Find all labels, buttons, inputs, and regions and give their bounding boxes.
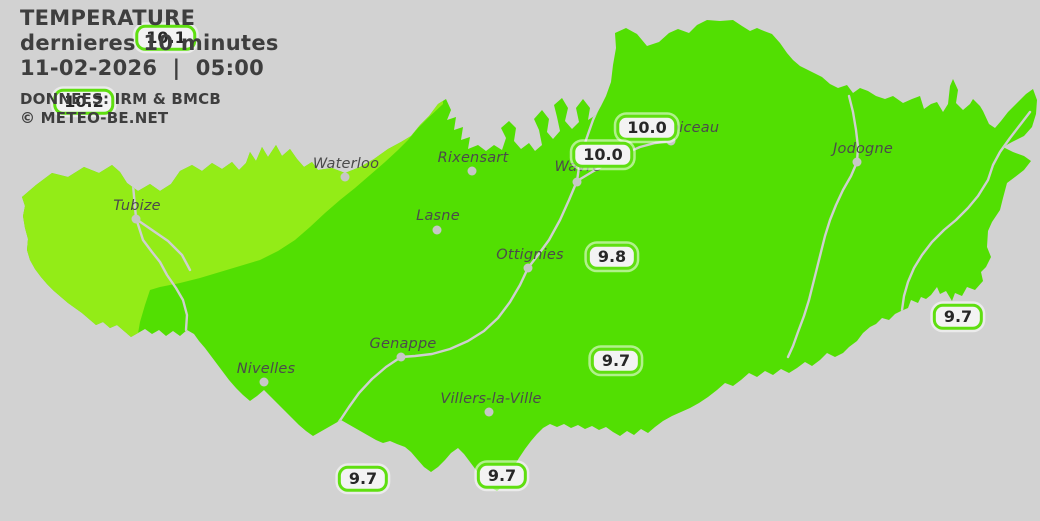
data-source-label: DONNEES: IRM & BMCB	[20, 90, 222, 108]
city-label: Villers-la-Ville	[440, 391, 542, 407]
road-jodogne	[786, 94, 860, 359]
city-marker-dot	[484, 407, 494, 417]
temperature-badge: 10.0	[572, 141, 634, 169]
temperature-badge: 10.0	[616, 114, 678, 142]
city-label: Jodogne	[833, 141, 893, 157]
copyright-label: © METEO-BE.NET	[20, 109, 169, 127]
temperature-badge: 10.1	[135, 24, 197, 52]
datetime-label: 11-02-2026 | 05:00	[20, 56, 265, 80]
city-label: Rixensart	[437, 150, 509, 166]
temperature-badge: 9.7	[337, 465, 389, 493]
city-label: Nivelles	[236, 361, 296, 377]
temperature-badge: 10.2	[53, 88, 115, 116]
page-subtitle: dernieres 10 minutes	[20, 31, 279, 55]
city-label: Ottignies	[496, 247, 564, 263]
city-marker-dot	[852, 157, 862, 167]
city-marker-dot	[340, 172, 350, 182]
city-label: Genappe	[369, 336, 437, 352]
city-marker-dot	[432, 225, 442, 235]
road-tubize-branch	[134, 217, 192, 272]
city-label: Tubize	[113, 198, 161, 214]
city-label: Waterloo	[312, 156, 380, 172]
city-marker-dot	[396, 352, 406, 362]
city-marker-dot	[259, 377, 269, 387]
road-east	[900, 110, 1032, 312]
city-marker-dot	[467, 166, 477, 176]
temperature-badge: 9.8	[586, 243, 638, 271]
page-title: TEMPERATURE	[20, 6, 196, 30]
map-header: TEMPERATURE dernieres 10 minutes 11-02-2…	[20, 6, 279, 128]
temperature-badge: 9.7	[590, 347, 642, 375]
road-tubize	[126, 164, 189, 332]
temperature-zone-main	[22, 20, 1037, 491]
city-marker-dot	[666, 136, 676, 146]
temperature-badge: 9.7	[932, 303, 984, 331]
city-marker-dot	[523, 263, 533, 273]
city-marker-dot	[572, 177, 582, 187]
city-marker-dot	[131, 214, 141, 224]
city-label: Lasne	[416, 208, 460, 224]
temperature-badge: 9.7	[476, 462, 528, 490]
